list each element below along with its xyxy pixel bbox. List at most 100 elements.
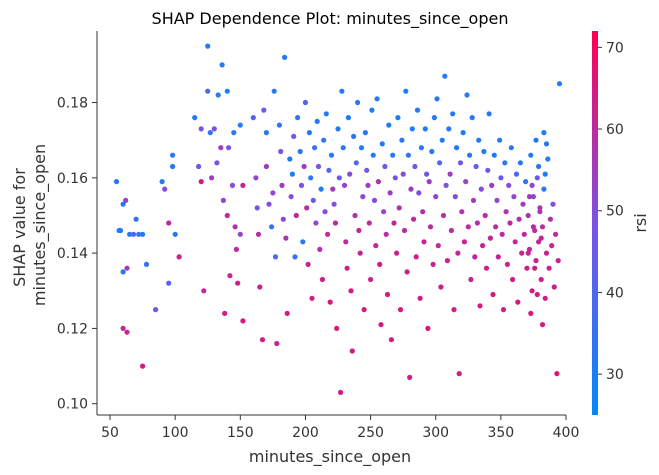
data-point (520, 201, 526, 207)
data-point (550, 201, 556, 207)
data-point (289, 171, 295, 177)
data-point (235, 280, 241, 286)
colorbar-label: rsi (631, 213, 650, 232)
data-point (172, 231, 178, 237)
data-point (541, 130, 547, 136)
data-point (297, 148, 303, 155)
data-point (433, 194, 439, 200)
data-point (224, 88, 230, 94)
data-point (298, 182, 305, 188)
data-point (444, 258, 450, 264)
data-point (386, 122, 392, 128)
data-point (461, 239, 467, 245)
data-point (326, 167, 332, 173)
data-point (211, 126, 217, 132)
data-point (196, 163, 202, 170)
data-point (153, 307, 159, 313)
data-point (338, 389, 344, 395)
data-point (409, 126, 415, 132)
data-point (413, 254, 419, 260)
data-point (549, 243, 555, 249)
data-point (140, 231, 146, 237)
data-point (450, 111, 456, 117)
data-point (451, 307, 457, 313)
x-tick-label: 200 (292, 425, 319, 441)
data-point (315, 163, 322, 170)
data-point (545, 156, 551, 162)
data-point (448, 227, 454, 234)
data-point (233, 246, 239, 252)
data-point (494, 197, 500, 203)
data-point (300, 239, 306, 245)
data-point (509, 276, 516, 283)
data-point (408, 186, 414, 192)
data-point (166, 280, 172, 286)
data-point (379, 141, 385, 147)
y-axis-label-line2: minutes_since_open (30, 144, 50, 306)
data-point (327, 299, 333, 305)
data-point (525, 212, 531, 219)
data-point (339, 88, 345, 94)
data-point (291, 133, 297, 139)
data-point (508, 145, 514, 151)
colorbar-ticks: 30 40 50 60 70 (598, 40, 624, 383)
data-point (371, 197, 378, 203)
data-point (490, 291, 496, 298)
data-point (525, 250, 531, 256)
data-point (293, 212, 299, 219)
data-point (526, 194, 533, 200)
data-point (491, 152, 497, 158)
data-point (482, 212, 488, 219)
colorbar-tick-label: 50 (606, 204, 624, 220)
data-point (309, 295, 315, 301)
data-point (143, 261, 150, 267)
data-point (407, 374, 413, 380)
data-point (198, 126, 204, 132)
data-point (537, 205, 543, 211)
data-point (468, 276, 474, 283)
data-point (429, 148, 435, 155)
data-point (541, 186, 547, 192)
data-point (390, 152, 396, 158)
y-axis-ticks: 0.10 0.12 0.14 0.16 0.18 (57, 96, 97, 413)
data-point (292, 254, 298, 260)
data-point (356, 227, 362, 234)
data-point (489, 182, 495, 188)
y-axis-label-line1: SHAP value for (10, 168, 29, 287)
data-point (381, 209, 387, 215)
data-point (519, 250, 525, 256)
data-point (170, 152, 176, 158)
chart-title: SHAP Dependence Plot: minutes_since_open (152, 9, 509, 29)
data-point (447, 171, 453, 177)
data-point (209, 175, 215, 181)
data-point (362, 130, 368, 136)
data-point (414, 107, 421, 113)
data-point (120, 269, 126, 275)
data-point (546, 265, 552, 271)
data-point (455, 250, 461, 256)
data-point (130, 231, 137, 237)
data-point (214, 160, 220, 166)
data-point (417, 295, 423, 301)
data-point (500, 307, 507, 313)
data-point (279, 182, 285, 188)
data-point (133, 216, 139, 222)
x-tick-label: 250 (357, 425, 384, 441)
data-point (542, 295, 548, 301)
data-point (369, 107, 375, 113)
data-point (383, 231, 389, 237)
data-point (280, 216, 286, 222)
data-point (159, 179, 165, 185)
data-point (502, 160, 508, 166)
data-point (220, 197, 226, 203)
data-point (355, 99, 361, 106)
data-point (529, 288, 535, 294)
data-point (222, 310, 228, 316)
data-point (465, 224, 471, 230)
data-point (499, 231, 505, 237)
data-point (263, 130, 269, 136)
data-point (325, 231, 331, 237)
data-point (287, 156, 293, 162)
data-point (534, 291, 540, 298)
